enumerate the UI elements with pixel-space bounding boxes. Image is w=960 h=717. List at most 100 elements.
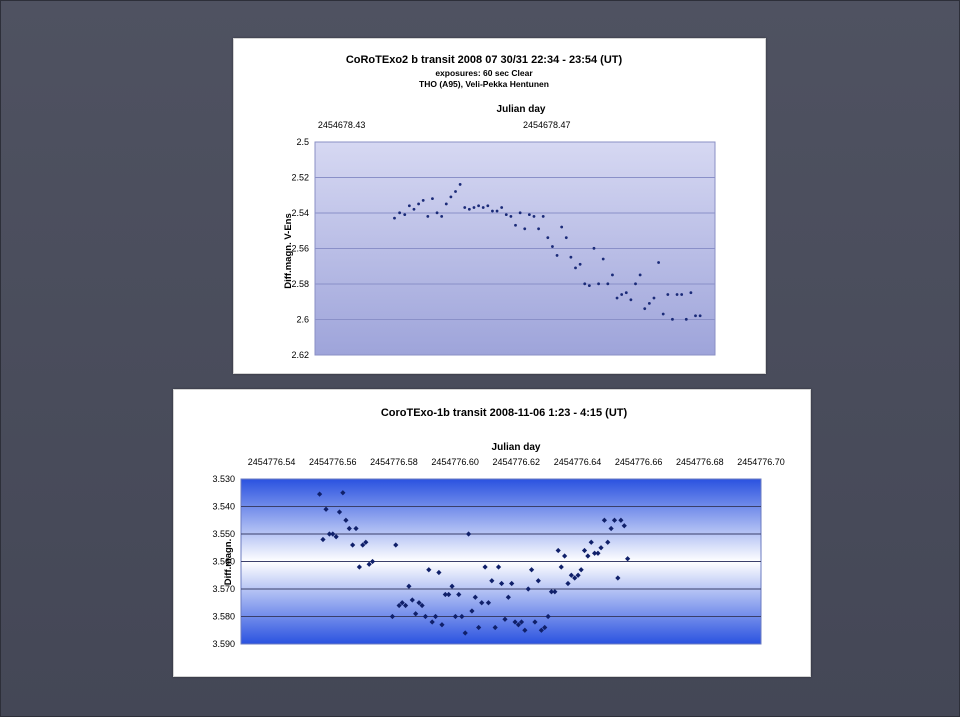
data-point: [393, 216, 396, 220]
data-point: [403, 213, 407, 216]
data-point: [538, 627, 544, 633]
data-point: [638, 273, 642, 277]
x-tick-label: 2454776.60: [431, 457, 479, 467]
data-point: [454, 190, 457, 193]
x-tick-label: 2454776.68: [676, 457, 724, 467]
data-point: [491, 209, 494, 213]
data-point: [620, 293, 624, 296]
data-point: [564, 236, 568, 240]
y-axis-title: Diff.magn. V-Ens: [283, 213, 294, 288]
y-tick-label: 2.62: [291, 350, 309, 360]
data-point: [581, 547, 588, 554]
data-point: [647, 301, 651, 305]
data-point: [416, 600, 422, 606]
data-point: [469, 608, 475, 614]
data-point: [698, 314, 702, 318]
data-point: [615, 575, 621, 581]
data-point: [467, 207, 471, 211]
data-point: [523, 227, 527, 231]
data-point: [525, 586, 531, 592]
data-point: [592, 550, 598, 556]
data-point: [429, 619, 435, 625]
data-point: [485, 600, 492, 606]
data-point: [574, 266, 577, 270]
x-tick-label: 2454776.62: [493, 457, 541, 467]
data-point: [363, 539, 369, 545]
y-tick-label: 3.550: [212, 529, 235, 539]
data-point: [449, 195, 453, 199]
data-point: [588, 539, 594, 545]
data-point: [435, 211, 439, 215]
data-point: [320, 536, 326, 543]
data-point: [458, 183, 462, 186]
data-point: [431, 197, 434, 201]
data-point: [621, 523, 627, 529]
data-point: [666, 293, 670, 296]
x-axis-title: Julian day: [492, 442, 541, 453]
y-tick-label: 3.570: [212, 584, 235, 594]
data-point: [542, 624, 548, 631]
data-point: [608, 525, 614, 532]
data-point: [537, 227, 540, 231]
data-point: [583, 282, 587, 286]
data-point: [587, 284, 591, 287]
data-points: [393, 183, 702, 321]
data-point: [500, 206, 504, 209]
y-tick-label: 3.590: [212, 639, 235, 649]
y-tick-label: 2.56: [291, 244, 309, 254]
data-point: [643, 307, 647, 311]
data-point: [409, 597, 415, 603]
data-point: [463, 206, 467, 209]
data-points: [317, 490, 631, 636]
chart-panel-corotexo1: CoroTExo-1b transit 2008-11-06 1:23 - 4:…: [173, 389, 811, 677]
data-point: [472, 206, 476, 209]
data-point: [398, 211, 402, 215]
y-tick-label: 2.6: [296, 315, 309, 325]
data-point: [495, 564, 502, 570]
data-point: [444, 202, 448, 206]
y-tick-label: 2.5: [296, 137, 309, 147]
data-point: [442, 591, 448, 598]
data-point: [412, 207, 416, 211]
data-point: [572, 575, 578, 581]
chart-corotexo2-svg: CoRoTExo2 b transit 2008 07 30/31 22:34 …: [283, 54, 716, 360]
data-point: [615, 296, 619, 300]
data-point: [477, 204, 480, 208]
data-point: [558, 564, 564, 570]
data-point: [629, 298, 633, 302]
data-point: [592, 246, 596, 250]
x-tick-label: 2454776.54: [248, 457, 296, 467]
data-point: [684, 317, 688, 321]
data-point: [518, 211, 522, 215]
data-point: [499, 580, 505, 587]
data-point: [505, 594, 511, 600]
data-point: [489, 578, 495, 584]
data-point: [512, 619, 518, 625]
data-point: [479, 600, 485, 606]
data-point: [565, 580, 571, 587]
data-point: [611, 517, 618, 523]
data-point: [601, 257, 605, 261]
data-point: [509, 580, 515, 587]
data-point: [560, 225, 564, 229]
y-tick-labels: 2.5 2.52 2.54 2.56 2.58 2.6 2.62: [291, 137, 309, 360]
x-tick-label: 2454776.58: [370, 457, 418, 467]
data-point: [432, 613, 439, 620]
data-point: [317, 491, 323, 497]
chart-panel-corotexo2: CoRoTExo2 b transit 2008 07 30/31 22:34 …: [233, 38, 766, 374]
data-point: [323, 506, 329, 512]
data-point: [597, 282, 600, 286]
data-point: [399, 600, 405, 606]
data-point: [426, 214, 430, 218]
data-point: [535, 578, 541, 584]
data-point: [598, 545, 604, 551]
data-point: [502, 616, 508, 622]
data-point: [546, 236, 550, 240]
data-point: [657, 261, 660, 264]
data-point: [555, 547, 561, 554]
data-point: [417, 202, 420, 206]
data-point: [625, 556, 631, 562]
gridlines: [315, 177, 715, 320]
y-tick-label: 3.580: [212, 612, 235, 622]
data-point: [356, 564, 362, 570]
